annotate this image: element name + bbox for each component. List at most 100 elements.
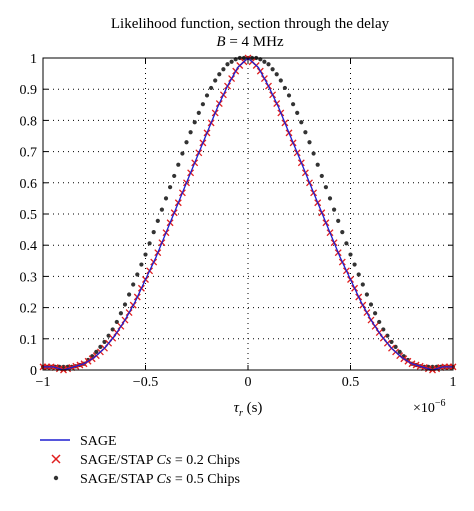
cs05-point [348, 252, 353, 257]
cs05-point [135, 272, 140, 277]
cs05-point [168, 185, 173, 190]
y-tick-label: 0.7 [20, 146, 38, 161]
cs05-point [262, 59, 267, 64]
legend-cs05-prefix: SAGE/STAP [80, 472, 157, 487]
cs05-point [286, 93, 292, 98]
y-tick-label: 0.3 [20, 270, 38, 285]
cs05-point [377, 319, 382, 325]
x-axis-label: τr (s) [234, 400, 263, 419]
legend-cs02-suffix: = 0.2 Chips [171, 453, 240, 468]
multiplier-exponent: −6 [435, 398, 446, 409]
y-tick-label: 0.6 [20, 177, 38, 192]
cs05-point [295, 110, 300, 116]
x-tick-label: −1 [36, 375, 51, 390]
cs05-point [127, 292, 132, 297]
legend-label-sage: SAGE [80, 434, 117, 449]
cs05-point [106, 333, 111, 338]
y-tick-label: 1 [30, 52, 37, 67]
legend-swatch-cs05 [53, 475, 59, 481]
y-tick-label: 0 [30, 364, 37, 379]
cs05-point [356, 272, 361, 277]
subtitle-value: = 4 MHz [226, 34, 284, 50]
cs05-point [311, 151, 316, 156]
cs05-point [368, 302, 374, 307]
x-axis-subscript: r [239, 408, 243, 419]
y-tick-label: 0.1 [20, 333, 38, 348]
cs05-point [340, 229, 345, 235]
cs05-point [336, 218, 341, 223]
x-tick-label: 1 [450, 375, 457, 390]
cs05-point [139, 262, 144, 267]
cs05-point [278, 78, 283, 83]
cs05-point [303, 130, 308, 135]
cs05-point [180, 151, 185, 156]
cs05-point [151, 229, 156, 235]
cs05-point [397, 349, 402, 355]
cs05-point [114, 319, 119, 325]
cs05-point [315, 162, 320, 167]
legend-cs02-var: Cs [157, 453, 172, 468]
cs05-point [352, 262, 357, 267]
cs05-point [163, 196, 169, 201]
cs05-point [385, 333, 390, 338]
legend-label-cs02: SAGE/STAP Cs = 0.2 Chips [80, 453, 240, 468]
cs05-point [159, 207, 164, 212]
cs05-point [270, 67, 275, 72]
legend-cs05-suffix: = 0.5 Chips [171, 472, 240, 487]
cs05-point [176, 162, 181, 167]
cs05-point [323, 185, 328, 190]
cs05-point [373, 311, 378, 316]
cs05-point [319, 173, 324, 179]
x-axis-unit: (s) [243, 400, 263, 416]
cs05-point [94, 349, 99, 355]
y-tick-label: 0.9 [20, 83, 38, 98]
cs05-point [110, 327, 115, 332]
cs05-point [299, 120, 304, 125]
cs05-point [364, 292, 369, 297]
subtitle-variable: B [216, 34, 225, 50]
legend-label-cs05: SAGE/STAP Cs = 0.5 Chips [80, 472, 240, 487]
cs05-point [172, 173, 177, 179]
x-tick-label: 0 [245, 375, 252, 390]
cs05-point [131, 282, 136, 287]
series-cs05-points [40, 55, 456, 369]
cs05-point [291, 102, 296, 107]
legend-cs02-prefix: SAGE/STAP [80, 453, 157, 468]
y-tick-label: 0.8 [20, 114, 38, 129]
x-tick-label: 0.5 [342, 375, 360, 390]
cs05-point [229, 59, 234, 64]
chart-title: Likelihood function, section through the… [111, 16, 390, 32]
cs05-point [147, 241, 152, 246]
cs05-point [188, 130, 193, 135]
chart-subtitle: B = 4 MHz [216, 34, 284, 50]
y-tick-label: 0.2 [20, 302, 38, 317]
cs05-point [381, 327, 386, 332]
cs05-point [332, 207, 337, 212]
cs05-point [155, 218, 160, 223]
x-tick-label: −0.5 [133, 375, 158, 390]
legend: SAGE SAGE/STAP Cs = 0.2 Chips SAGE/STAP … [40, 434, 240, 487]
cs05-point [217, 72, 222, 77]
cs05-point [200, 102, 205, 107]
x-axis-symbol: τ [234, 400, 240, 416]
cs05-point [192, 120, 197, 125]
y-tick-label: 0.5 [20, 208, 38, 223]
legend-swatch-cs02 [51, 454, 61, 464]
cs05-point [221, 67, 226, 72]
cs05-point [184, 140, 189, 145]
cs05-point [209, 85, 214, 91]
cs05-point [344, 241, 349, 246]
cs05-point [118, 311, 123, 316]
cs05-point [122, 302, 128, 307]
multiplier-base: ×10 [413, 401, 435, 416]
cs05-point [213, 78, 218, 83]
cs05-point [225, 62, 230, 67]
cs05-point [282, 85, 287, 91]
cs05-point [360, 282, 365, 287]
cs05-point [143, 252, 148, 257]
cs05-point [274, 72, 279, 77]
cs05-point [307, 140, 312, 145]
axis-ticks: −1 −0.5 0 0.5 1 0 0.1 0.2 0.3 0.4 0.5 0.6 0.7 0.8 0.9 1 [20, 52, 457, 390]
cs05-point [204, 93, 210, 98]
